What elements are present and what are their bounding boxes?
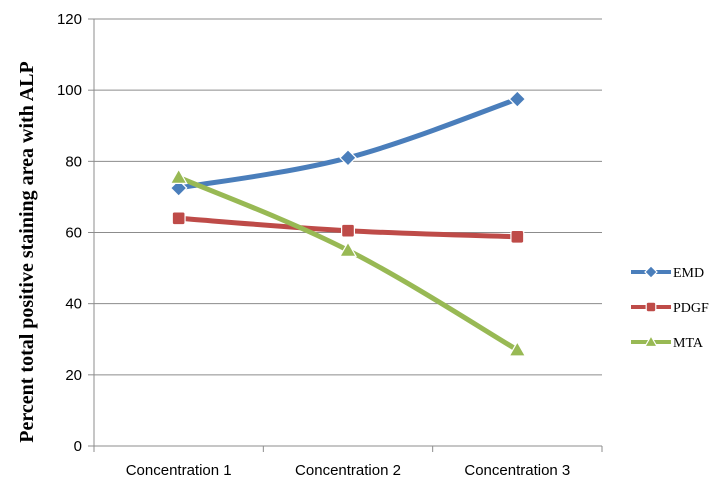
y-tick-label: 0 <box>74 438 82 455</box>
data-point <box>338 241 358 257</box>
data-point <box>508 340 527 357</box>
data-point <box>169 168 188 184</box>
data-point <box>645 301 657 313</box>
data-point <box>171 211 186 226</box>
axes <box>88 18 603 452</box>
legend-item-pdgf: PDGF <box>631 301 709 316</box>
data-point <box>169 179 188 197</box>
y-tick-label: 40 <box>65 296 82 313</box>
y-tick-labels: 0 20 40 60 80 100 120 <box>57 11 82 455</box>
legend-item-mta: MTA <box>631 334 704 351</box>
data-point <box>510 229 525 244</box>
series-line <box>176 174 520 353</box>
x-tick-labels: Concentration 1 Concentration 2 Concentrat… <box>126 462 571 479</box>
data-point <box>339 148 357 167</box>
legend-label: EMD <box>673 266 704 281</box>
legend: EMD PDGF MTA <box>631 265 709 351</box>
y-tick-label: 100 <box>57 82 82 99</box>
series-pdgf <box>171 211 525 244</box>
y-tick-label: 20 <box>65 367 82 384</box>
y-tick-label: 60 <box>65 225 82 242</box>
y-tick-label: 80 <box>65 153 82 170</box>
series-group <box>169 90 527 357</box>
y-axis-title: Percent total positive staining area wit… <box>16 61 38 442</box>
legend-item-emd: EMD <box>631 265 704 281</box>
data-point <box>508 90 527 108</box>
y-tick-label: 120 <box>57 11 82 28</box>
gridlines <box>94 18 602 376</box>
legend-label: PDGF <box>673 301 709 316</box>
series-line <box>176 96 520 191</box>
series-emd <box>169 90 527 197</box>
series-mta <box>169 168 527 357</box>
data-point <box>644 265 658 279</box>
data-point <box>643 334 659 348</box>
x-tick-label: Concentration 2 <box>295 462 401 479</box>
data-point <box>341 223 356 238</box>
legend-label: MTA <box>673 336 704 351</box>
x-tick-label: Concentration 1 <box>126 462 232 479</box>
x-tick-label: Concentration 3 <box>464 462 570 479</box>
